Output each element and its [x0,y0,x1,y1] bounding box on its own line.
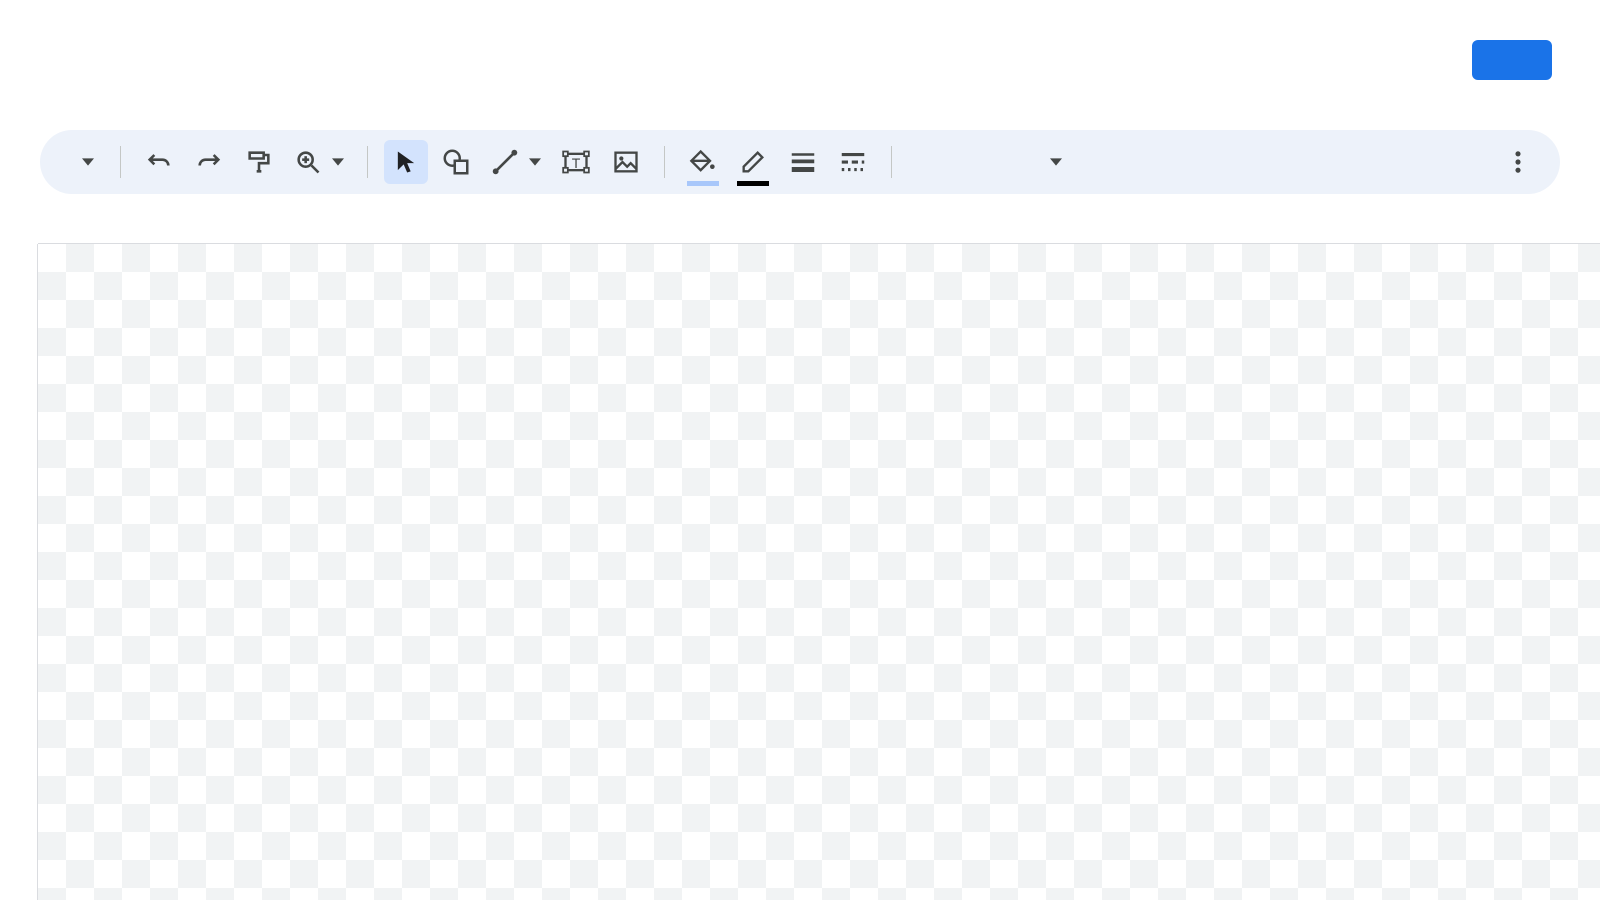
ruler-horizontal[interactable] [38,214,1600,244]
select-tool-button[interactable] [384,140,428,184]
line-dash-icon [838,147,868,177]
redo-button[interactable] [187,140,231,184]
toolbar-separator [367,146,368,178]
fill-color-swatch [687,181,719,186]
zoom-icon [294,148,322,176]
fill-color-button[interactable] [681,140,725,184]
dialog-header [0,0,1600,120]
undo-button[interactable] [137,140,181,184]
line-weight-icon [788,147,818,177]
caret-down-icon [332,156,344,168]
zoom-button[interactable] [287,140,351,184]
border-dash-button[interactable] [831,140,875,184]
more-options-button[interactable] [1496,140,1540,184]
border-weight-button[interactable] [781,140,825,184]
font-family-dropdown[interactable] [908,140,1068,184]
shapes-icon [441,147,471,177]
toolbar-separator [891,146,892,178]
more-vert-icon [1504,148,1532,176]
image-icon [612,148,640,176]
drawing-canvas[interactable] [38,244,1600,900]
undo-icon [145,148,173,176]
svg-text:T: T [572,155,581,171]
workspace [0,214,1600,900]
paint-roller-icon [245,148,273,176]
textbox-tool-button[interactable]: T [554,140,598,184]
line-icon [491,148,519,176]
toolbar: T [40,130,1560,194]
ruler-vertical[interactable] [0,244,38,900]
cursor-icon [392,148,420,176]
toolbar-separator [120,146,121,178]
caret-down-icon [529,156,541,168]
save-and-close-button[interactable] [1472,40,1552,80]
caret-down-icon [1050,156,1062,168]
border-color-button[interactable] [731,140,775,184]
image-tool-button[interactable] [604,140,648,184]
border-color-swatch [737,181,769,186]
textbox-icon: T [562,148,590,176]
line-tool-button[interactable] [484,140,548,184]
paint-bucket-icon [689,148,717,176]
toolbar-separator [664,146,665,178]
caret-down-icon [82,156,94,168]
pencil-icon [739,148,767,176]
paint-format-button[interactable] [237,140,281,184]
actions-menu-button[interactable] [60,140,104,184]
redo-icon [195,148,223,176]
shape-tool-button[interactable] [434,140,478,184]
